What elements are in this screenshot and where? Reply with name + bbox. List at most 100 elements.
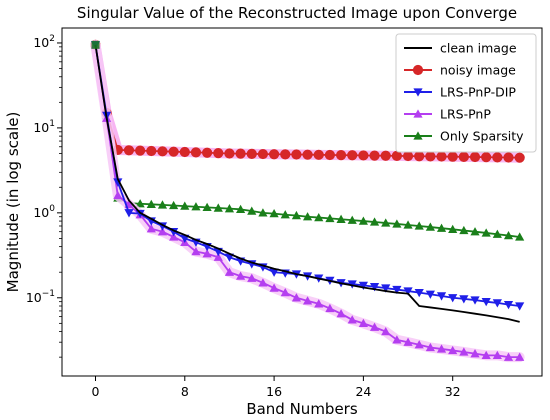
point — [380, 150, 391, 161]
point — [269, 283, 279, 292]
point — [381, 284, 391, 293]
point — [469, 151, 481, 163]
point — [314, 212, 324, 222]
x-tick-label: 32 — [445, 384, 461, 399]
point — [425, 290, 435, 299]
point — [514, 152, 525, 163]
plot-frame — [61, 27, 543, 377]
point — [191, 202, 201, 211]
x-axis-label: Band Numbers — [246, 400, 358, 418]
point — [403, 287, 413, 296]
point — [481, 228, 491, 237]
point — [414, 221, 424, 230]
point — [168, 146, 179, 157]
legend-item: LRS-PnP-DIP — [404, 85, 516, 100]
point — [236, 271, 246, 280]
point — [257, 148, 269, 160]
point — [481, 350, 491, 360]
point — [369, 283, 380, 292]
point — [459, 295, 469, 304]
point — [269, 208, 279, 218]
point — [358, 150, 369, 161]
x-tick-label: 24 — [355, 384, 371, 399]
point — [492, 350, 502, 360]
series-clean-image — [94, 44, 520, 323]
point — [190, 147, 202, 158]
point — [413, 131, 423, 140]
point — [358, 318, 368, 328]
point — [123, 145, 135, 156]
point — [202, 249, 212, 258]
point — [280, 288, 290, 297]
point — [436, 151, 447, 162]
point — [302, 212, 313, 221]
point — [347, 315, 357, 324]
point — [369, 217, 380, 226]
point — [314, 299, 324, 308]
point — [347, 215, 357, 224]
y-tick-label: 102 — [33, 34, 55, 50]
point — [391, 150, 402, 162]
point — [515, 232, 525, 241]
legend-label: clean image — [440, 41, 517, 56]
point — [425, 151, 436, 162]
point — [470, 296, 480, 305]
point — [447, 151, 458, 162]
point — [157, 227, 168, 236]
point — [392, 335, 402, 344]
legend-item: Only Sparsity — [404, 129, 524, 144]
point — [515, 302, 525, 311]
point — [481, 152, 492, 163]
point — [402, 150, 414, 162]
point — [414, 288, 424, 298]
start-point-marker — [91, 40, 100, 49]
point — [325, 303, 335, 313]
legend: clean image noisy image LRS-PnP-DIP LRS-PnP… — [395, 33, 537, 153]
point — [381, 326, 391, 336]
legend-item: noisy image — [404, 63, 516, 78]
point — [459, 347, 469, 356]
point — [392, 219, 402, 228]
point — [336, 309, 346, 318]
point — [412, 64, 424, 76]
point — [146, 145, 157, 157]
x-tick-label: 8 — [181, 384, 189, 399]
axis-ticks: 0 8 16 24 32 10−1 100 101 102 — [26, 34, 461, 399]
point — [336, 214, 346, 223]
point — [458, 151, 469, 162]
point — [325, 213, 335, 223]
point — [392, 285, 402, 295]
legend-item: clean image — [404, 41, 517, 56]
point — [291, 210, 302, 220]
point — [246, 148, 257, 159]
y-tick-label: 10−1 — [26, 289, 55, 305]
point — [413, 109, 423, 118]
point — [414, 340, 424, 349]
legend-label: Only Sparsity — [440, 129, 524, 144]
legend-item: LRS-PnP — [404, 107, 491, 122]
point — [169, 232, 179, 241]
point — [324, 149, 336, 161]
point — [381, 218, 391, 227]
point — [425, 222, 435, 231]
chart-title: Singular Value of the Reconstructed Imag… — [77, 4, 517, 22]
point — [258, 278, 268, 287]
point — [179, 146, 190, 158]
point — [135, 199, 145, 208]
point — [448, 294, 458, 303]
series-group — [90, 39, 525, 363]
point — [247, 206, 257, 215]
point — [146, 224, 156, 233]
point — [202, 202, 212, 212]
point — [481, 297, 491, 307]
point — [236, 204, 246, 214]
point — [492, 299, 502, 308]
point — [358, 216, 368, 225]
point — [224, 148, 235, 159]
point — [258, 208, 268, 217]
point — [113, 190, 123, 200]
point — [448, 224, 458, 233]
point — [135, 145, 146, 156]
